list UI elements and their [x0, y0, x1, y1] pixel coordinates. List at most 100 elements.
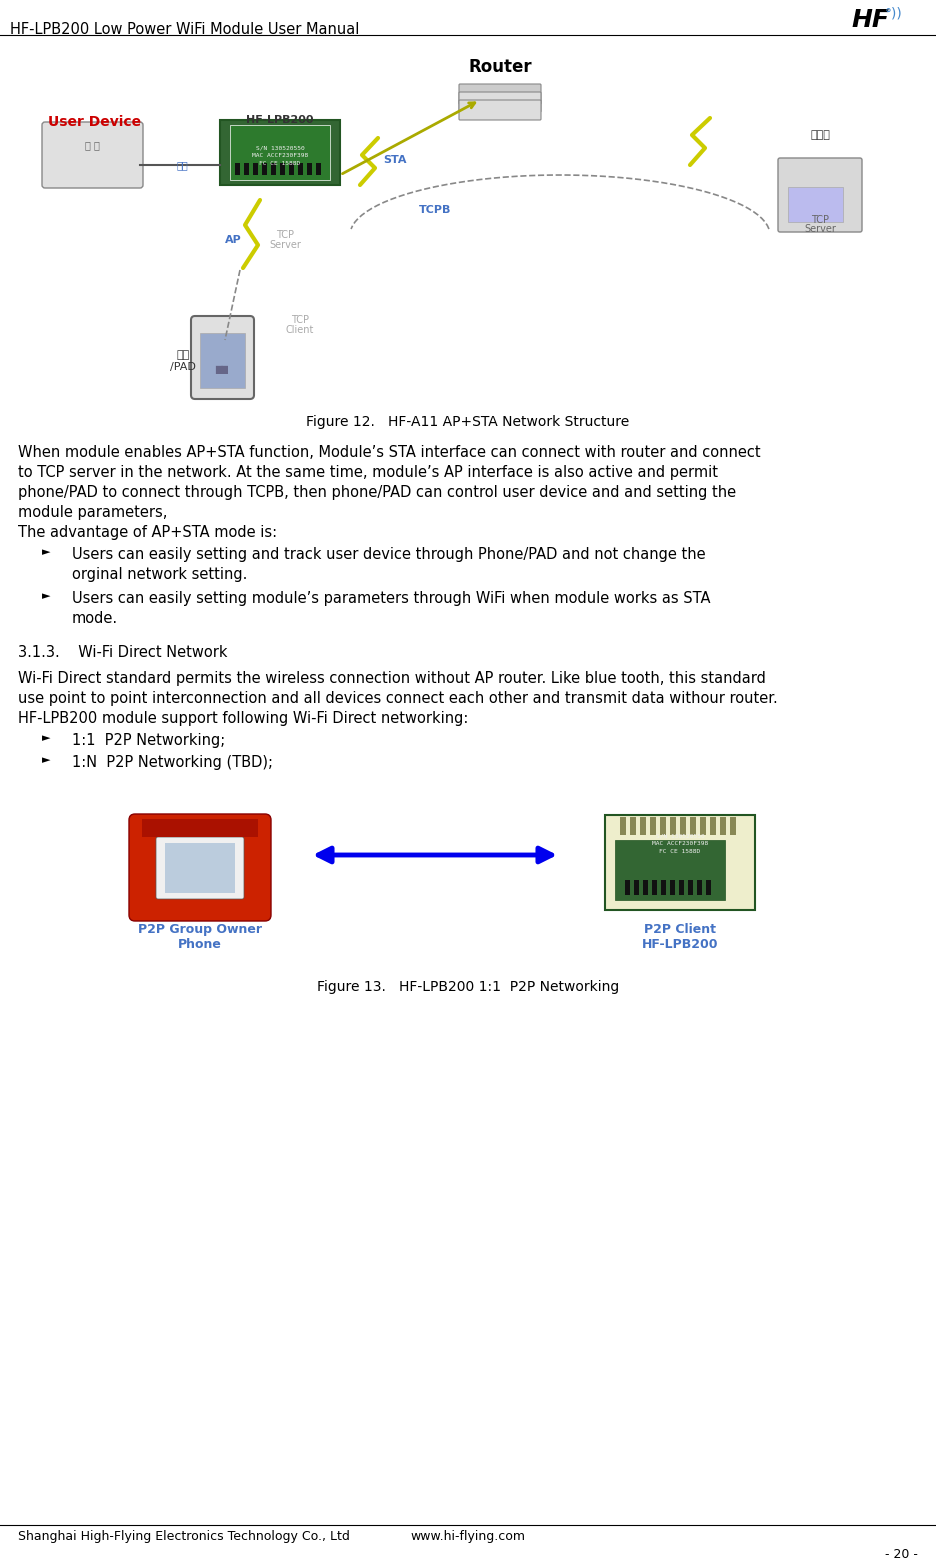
Text: Client: Client — [285, 326, 314, 335]
Text: Shanghai High-Flying Electronics Technology Co., Ltd: Shanghai High-Flying Electronics Technol… — [18, 1530, 350, 1542]
Text: to TCP server in the network. At the same time, module’s AP interface is also ac: to TCP server in the network. At the sam… — [18, 464, 718, 480]
FancyBboxPatch shape — [129, 813, 271, 921]
Bar — [289, 164, 294, 174]
Bar — [688, 880, 693, 894]
Text: 服务器: 服务器 — [810, 129, 830, 140]
Text: Figure 12.   HF-A11 AP+STA Network Structure: Figure 12. HF-A11 AP+STA Network Structu… — [306, 414, 630, 428]
Bar — [625, 880, 630, 894]
Text: ►: ► — [42, 547, 51, 558]
Bar — [142, 820, 258, 837]
Bar — [230, 125, 330, 181]
Text: 1:N  P2P Networking (TBD);: 1:N P2P Networking (TBD); — [72, 756, 273, 770]
FancyBboxPatch shape — [459, 100, 541, 120]
Text: TCPB: TCPB — [418, 206, 451, 215]
Bar — [660, 816, 666, 835]
Bar — [630, 816, 636, 835]
Bar — [720, 816, 726, 835]
Bar — [605, 815, 755, 910]
Text: User Device: User Device — [49, 115, 141, 129]
Text: HF: HF — [851, 8, 889, 33]
Text: Wi-Fi Direct standard permits the wireless connection without AP router. Like bl: Wi-Fi Direct standard permits the wirele… — [18, 671, 766, 686]
FancyBboxPatch shape — [156, 837, 244, 899]
Text: HF-LPB200: HF-LPB200 — [246, 115, 314, 125]
Bar — [615, 840, 725, 901]
Bar — [640, 816, 646, 835]
Text: Server: Server — [804, 224, 836, 234]
Text: /PAD: /PAD — [170, 361, 196, 372]
Bar — [730, 816, 736, 835]
FancyBboxPatch shape — [459, 92, 541, 112]
FancyBboxPatch shape — [191, 316, 254, 399]
Text: S/N 130520550: S/N 130520550 — [256, 145, 304, 150]
Text: S/N 130520550: S/N 130520550 — [655, 834, 705, 838]
Text: Router: Router — [468, 58, 532, 76]
Bar — [634, 880, 639, 894]
Bar — [271, 164, 276, 174]
Text: Server: Server — [269, 240, 301, 249]
Text: ►: ► — [42, 590, 51, 601]
Text: 端口: 端口 — [176, 160, 188, 170]
Text: mode.: mode. — [72, 611, 118, 626]
Text: use point to point interconnection and all devices connect each other and transm: use point to point interconnection and a… — [18, 692, 778, 706]
Bar — [643, 880, 648, 894]
Text: FC CE 1588D: FC CE 1588D — [259, 160, 300, 167]
Text: Users can easily setting and track user device through Phone/PAD and not change : Users can easily setting and track user … — [72, 547, 706, 562]
Bar — [620, 816, 626, 835]
Bar — [661, 880, 666, 894]
Bar — [253, 164, 258, 174]
Text: STA: STA — [383, 154, 407, 165]
Text: MAC ACCF230F398: MAC ACCF230F398 — [252, 153, 308, 157]
FancyBboxPatch shape — [778, 157, 862, 232]
Bar — [165, 843, 235, 893]
Text: - 20 -: - 20 - — [885, 1549, 918, 1558]
Bar — [652, 880, 657, 894]
Bar — [710, 816, 716, 835]
Bar — [706, 880, 711, 894]
Text: Figure 13.   HF-LPB200 1:1  P2P Networking: Figure 13. HF-LPB200 1:1 P2P Networking — [317, 980, 619, 994]
Text: °)): °)) — [885, 6, 902, 20]
Bar — [220, 120, 340, 185]
Text: phone/PAD to connect through TCPB, then phone/PAD can control user device and an: phone/PAD to connect through TCPB, then … — [18, 485, 736, 500]
FancyBboxPatch shape — [42, 122, 143, 189]
Bar — [244, 164, 249, 174]
Text: Phone: Phone — [178, 938, 222, 950]
Bar — [670, 880, 675, 894]
Bar — [650, 816, 656, 835]
Bar — [690, 816, 696, 835]
Text: 1:1  P2P Networking;: 1:1 P2P Networking; — [72, 732, 226, 748]
Text: ██: ██ — [215, 365, 228, 374]
Bar — [307, 164, 312, 174]
Bar — [670, 816, 676, 835]
Text: P2P Group Owner: P2P Group Owner — [138, 922, 262, 936]
Text: module parameters,: module parameters, — [18, 505, 168, 520]
Bar — [697, 880, 702, 894]
Text: TCP: TCP — [811, 215, 829, 224]
Text: orginal network setting.: orginal network setting. — [72, 567, 247, 583]
Text: P2P Client: P2P Client — [644, 922, 716, 936]
FancyBboxPatch shape — [459, 84, 541, 104]
Bar — [788, 187, 843, 221]
Bar — [298, 164, 303, 174]
Text: ►: ► — [42, 756, 51, 765]
Text: 手机: 手机 — [176, 351, 190, 360]
Text: ►: ► — [42, 732, 51, 743]
Text: MAC ACCF230F398: MAC ACCF230F398 — [651, 841, 709, 846]
Bar — [235, 164, 240, 174]
Text: HF-LPB200 Low Power WiFi Module User Manual: HF-LPB200 Low Power WiFi Module User Man… — [10, 22, 359, 37]
Bar — [680, 816, 686, 835]
Bar — [280, 164, 285, 174]
Bar — [200, 333, 245, 388]
Text: 口 出: 口 出 — [84, 140, 99, 150]
Text: When module enables AP+STA function, Module’s STA interface can connect with rou: When module enables AP+STA function, Mod… — [18, 446, 761, 460]
Bar — [316, 164, 321, 174]
Bar — [262, 164, 267, 174]
Text: Users can easily setting module’s parameters through WiFi when module works as S: Users can easily setting module’s parame… — [72, 590, 710, 606]
Text: AP: AP — [225, 235, 241, 245]
Bar — [679, 880, 684, 894]
Bar — [700, 816, 706, 835]
Text: TCP: TCP — [291, 315, 309, 326]
Text: The advantage of AP+STA mode is:: The advantage of AP+STA mode is: — [18, 525, 277, 541]
Text: HF-LPB200 module support following Wi-Fi Direct networking:: HF-LPB200 module support following Wi-Fi… — [18, 710, 468, 726]
Text: www.hi-flying.com: www.hi-flying.com — [411, 1530, 525, 1542]
Text: HF-LPB200: HF-LPB200 — [642, 938, 718, 950]
